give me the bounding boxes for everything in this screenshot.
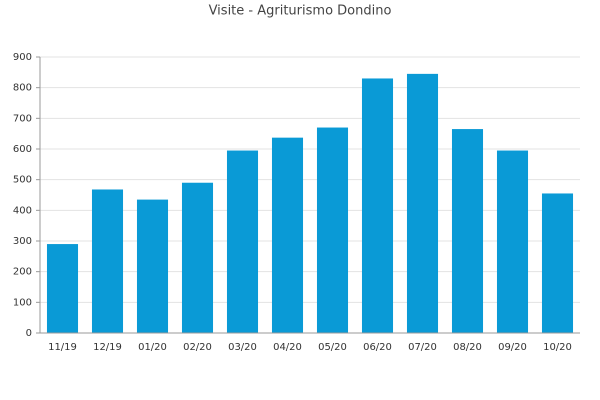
x-tick-label: 01/20 — [138, 342, 167, 353]
y-tick-label: 900 — [13, 52, 32, 63]
y-tick-label: 100 — [13, 297, 32, 308]
x-tick-label: 09/20 — [498, 342, 527, 353]
x-tick-label: 05/20 — [318, 342, 347, 353]
bar — [226, 150, 259, 333]
x-tick-label: 10/20 — [543, 342, 572, 353]
bar — [181, 182, 214, 333]
y-tick-label: 200 — [13, 267, 32, 278]
bar — [406, 73, 439, 333]
bar — [451, 129, 484, 333]
y-tick-label: 800 — [13, 83, 32, 94]
x-tick-label: 04/20 — [273, 342, 302, 353]
bar — [541, 193, 574, 333]
x-tick-label: 03/20 — [228, 342, 257, 353]
bar — [361, 78, 394, 333]
x-tick-label: 12/19 — [93, 342, 122, 353]
y-tick-label: 600 — [13, 144, 32, 155]
x-tick-label: 07/20 — [408, 342, 437, 353]
x-tick-label: 08/20 — [453, 342, 482, 353]
bar — [316, 127, 349, 334]
y-tick-label: 700 — [13, 113, 32, 124]
bar — [136, 199, 169, 333]
y-tick-label: 400 — [13, 205, 32, 216]
bar — [91, 189, 124, 333]
chart-title: Visite - Agriturismo Dondino — [209, 4, 392, 19]
x-tick-label: 11/19 — [48, 342, 77, 353]
bar — [271, 137, 304, 333]
x-tick-label: 06/20 — [363, 342, 392, 353]
bar — [46, 244, 79, 333]
y-tick-label: 300 — [13, 236, 32, 247]
y-tick-label: 500 — [13, 175, 32, 186]
y-tick-label: 0 — [26, 328, 32, 339]
x-tick-label: 02/20 — [183, 342, 212, 353]
bar — [496, 150, 529, 333]
